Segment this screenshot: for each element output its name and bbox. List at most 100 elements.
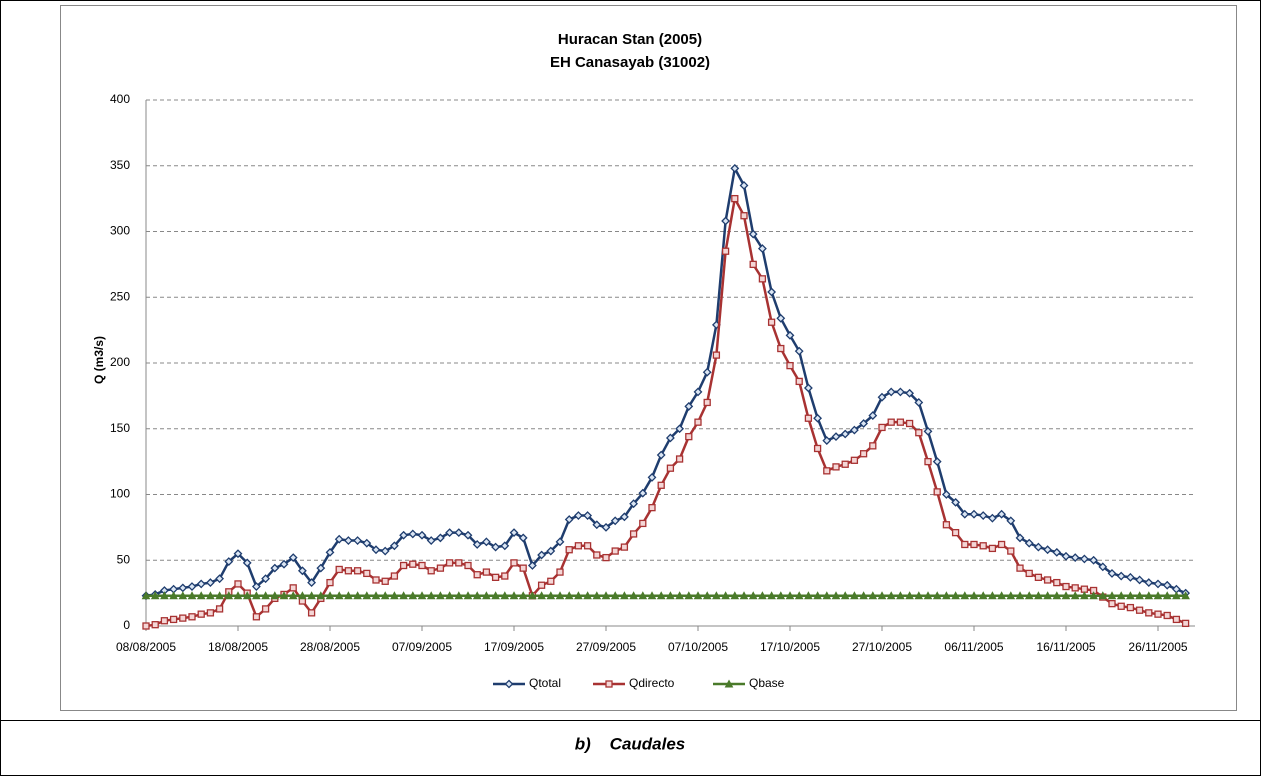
- point: [675, 455, 684, 463]
- point: [196, 579, 206, 589]
- point: [777, 344, 785, 353]
- point: [895, 387, 905, 397]
- point: [537, 581, 546, 589]
- point: [187, 591, 197, 600]
- point: [1098, 591, 1108, 600]
- point: [1153, 579, 1163, 589]
- point: [960, 591, 970, 600]
- y-tick-label: 350: [110, 158, 130, 172]
- y-tick-label: 0: [123, 618, 130, 632]
- point: [850, 456, 859, 464]
- point: [914, 591, 924, 600]
- point: [389, 541, 399, 551]
- point: [205, 578, 215, 588]
- point: [859, 419, 869, 428]
- point: [399, 530, 409, 540]
- point: [997, 509, 1007, 519]
- point: [363, 569, 371, 578]
- point: [583, 542, 592, 550]
- point: [785, 591, 795, 600]
- point: [748, 591, 758, 600]
- point: [1135, 591, 1144, 600]
- point: [997, 540, 1006, 549]
- point: [325, 547, 335, 557]
- point: [334, 591, 344, 600]
- point: [987, 513, 997, 523]
- point: [886, 591, 896, 600]
- point: [693, 591, 703, 600]
- point: [1080, 591, 1089, 600]
- legend-label: Qdirecto: [629, 676, 675, 690]
- point: [767, 287, 777, 297]
- point: [979, 542, 987, 550]
- point: [629, 591, 638, 600]
- point: [390, 591, 399, 600]
- point: [758, 591, 767, 600]
- point: [951, 497, 961, 507]
- point: [334, 534, 344, 544]
- y-tick-label: 300: [110, 224, 130, 238]
- point: [473, 571, 481, 579]
- point: [215, 605, 224, 613]
- point: [1070, 553, 1080, 563]
- point: [978, 591, 988, 600]
- point: [1006, 516, 1016, 526]
- point: [1162, 580, 1172, 590]
- point: [602, 553, 610, 562]
- point: [739, 181, 749, 190]
- point: [795, 377, 803, 386]
- point: [1126, 591, 1135, 600]
- point: [224, 591, 234, 600]
- point: [1070, 591, 1080, 600]
- point: [500, 591, 510, 600]
- x-tick-label: 17/09/2005: [484, 640, 544, 654]
- point: [1016, 564, 1024, 572]
- point: [353, 567, 362, 575]
- point: [840, 591, 850, 600]
- point: [1172, 591, 1181, 600]
- point: [316, 563, 326, 573]
- point: [1107, 591, 1117, 600]
- point: [445, 591, 454, 600]
- point: [316, 591, 326, 600]
- point: [289, 584, 297, 592]
- point: [731, 194, 739, 203]
- point: [270, 563, 280, 573]
- point: [196, 591, 206, 600]
- point: [675, 424, 685, 434]
- point: [804, 414, 813, 422]
- point: [454, 528, 464, 538]
- point: [785, 330, 795, 340]
- point: [1033, 542, 1043, 552]
- point: [1043, 591, 1052, 600]
- point: [242, 591, 252, 600]
- point: [776, 591, 786, 600]
- point: [583, 591, 592, 600]
- point: [261, 574, 271, 584]
- point: [905, 388, 915, 398]
- x-tick-label: 06/11/2005: [944, 640, 1003, 654]
- point: [372, 576, 380, 584]
- x-tick-label: 28/08/2005: [300, 640, 360, 654]
- point: [721, 216, 731, 226]
- point: [1053, 578, 1061, 587]
- point: [574, 542, 583, 550]
- point: [823, 467, 831, 475]
- y-axis-label: Q (m3/s): [92, 336, 106, 384]
- point: [831, 591, 841, 600]
- point: [593, 551, 601, 559]
- point: [233, 591, 243, 600]
- point: [326, 578, 334, 587]
- point: [307, 578, 317, 588]
- point: [721, 591, 730, 600]
- y-tick-label: 200: [110, 355, 130, 369]
- point: [178, 591, 188, 600]
- point: [1144, 591, 1154, 600]
- point: [417, 530, 427, 540]
- point: [455, 559, 463, 567]
- point: [1154, 610, 1162, 618]
- point: [463, 591, 473, 600]
- point: [518, 591, 528, 600]
- point: [169, 591, 178, 600]
- point: [436, 591, 445, 600]
